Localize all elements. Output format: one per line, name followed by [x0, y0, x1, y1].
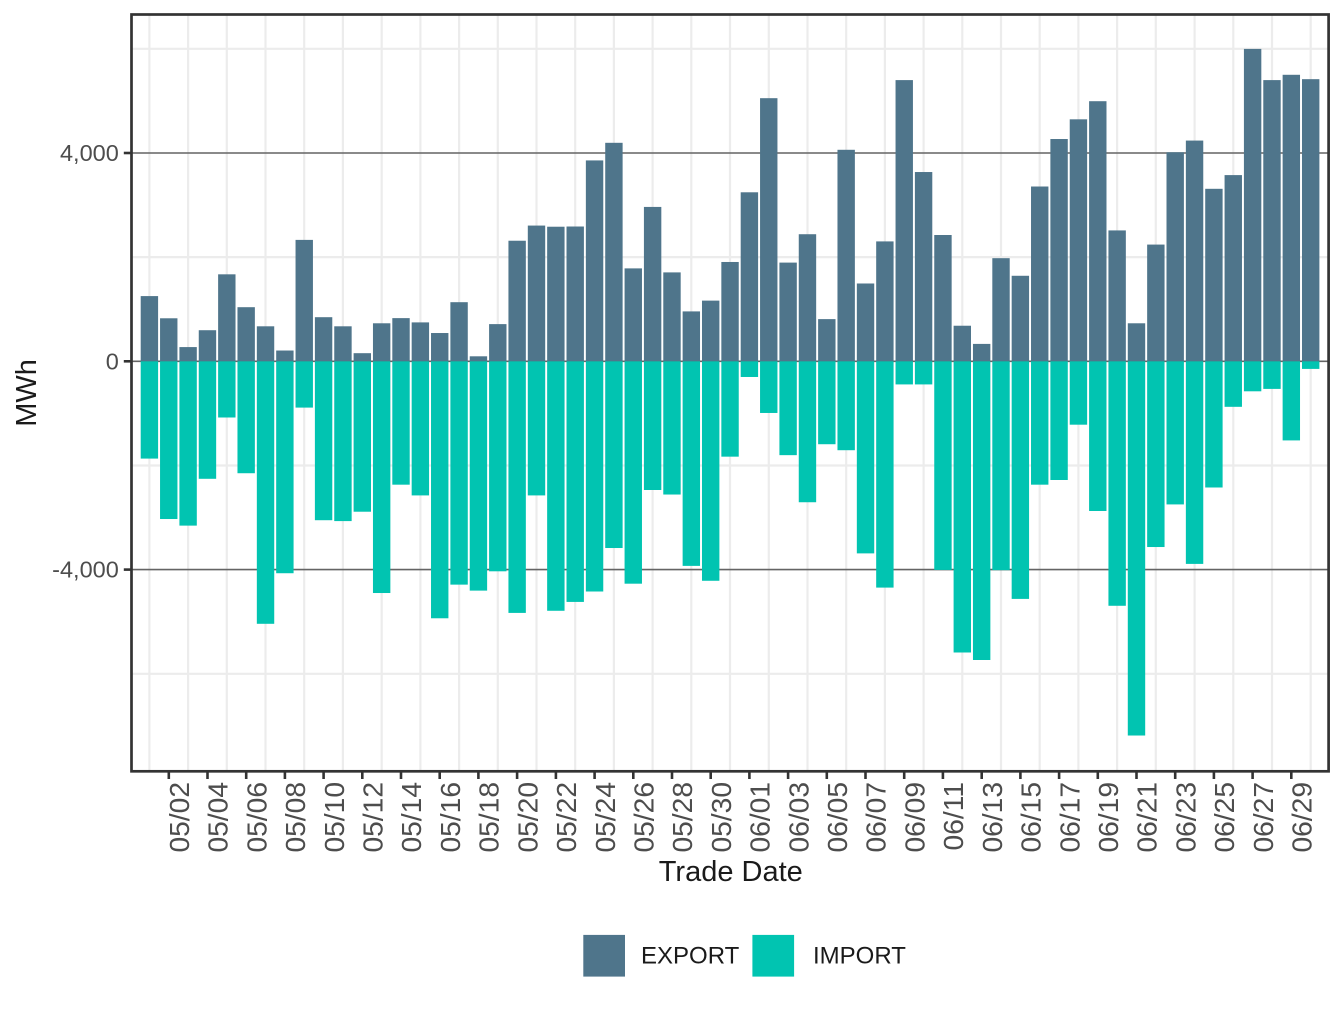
svg-text:06/01: 06/01 — [744, 782, 776, 853]
svg-text:05/22: 05/22 — [550, 782, 582, 853]
svg-text:05/02: 05/02 — [163, 782, 195, 853]
svg-text:06/29: 06/29 — [1286, 782, 1318, 853]
svg-text:05/28: 05/28 — [666, 782, 698, 853]
svg-text:05/20: 05/20 — [511, 782, 543, 853]
svg-text:05/06: 05/06 — [240, 782, 272, 853]
svg-text:06/27: 06/27 — [1247, 782, 1279, 853]
svg-text:05/30: 05/30 — [705, 782, 737, 853]
svg-text:06/05: 06/05 — [821, 782, 853, 853]
svg-text:05/26: 05/26 — [628, 782, 660, 853]
svg-text:06/03: 06/03 — [782, 782, 814, 853]
svg-text:06/13: 06/13 — [976, 782, 1008, 853]
svg-text:05/04: 05/04 — [202, 782, 234, 853]
svg-text:-4,000: -4,000 — [52, 557, 119, 583]
svg-text:06/17: 06/17 — [1053, 782, 1085, 853]
svg-text:05/12: 05/12 — [357, 782, 389, 853]
svg-text:06/19: 06/19 — [1092, 782, 1124, 853]
svg-text:MWh: MWh — [11, 359, 43, 427]
svg-text:06/25: 06/25 — [1208, 782, 1240, 853]
svg-text:05/18: 05/18 — [473, 782, 505, 853]
svg-text:05/16: 05/16 — [434, 782, 466, 853]
svg-text:05/08: 05/08 — [279, 782, 311, 853]
svg-text:05/14: 05/14 — [395, 782, 427, 853]
svg-text:4,000: 4,000 — [60, 140, 119, 166]
svg-text:06/09: 06/09 — [898, 782, 930, 853]
svg-text:IMPORT: IMPORT — [813, 943, 906, 970]
svg-text:06/15: 06/15 — [1015, 782, 1047, 853]
svg-text:06/23: 06/23 — [1169, 782, 1201, 853]
svg-text:Trade Date: Trade Date — [659, 856, 803, 888]
svg-text:06/11: 06/11 — [937, 782, 969, 850]
svg-text:06/21: 06/21 — [1131, 782, 1163, 853]
svg-text:EXPORT: EXPORT — [641, 943, 740, 970]
svg-text:0: 0 — [106, 348, 119, 374]
svg-text:06/07: 06/07 — [860, 782, 892, 853]
svg-text:05/24: 05/24 — [589, 782, 621, 853]
svg-text:05/10: 05/10 — [318, 782, 350, 853]
